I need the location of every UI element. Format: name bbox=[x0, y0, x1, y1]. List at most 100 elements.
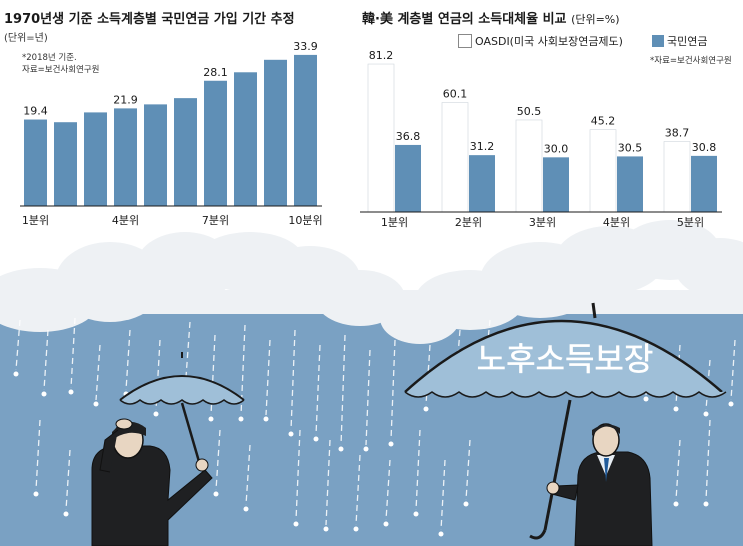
umbrella-icon bbox=[119, 375, 245, 401]
rain-drop bbox=[41, 391, 47, 397]
rain-drop bbox=[703, 411, 709, 417]
rain-streak bbox=[215, 429, 221, 491]
left-chart-unit: (단위=년) bbox=[4, 33, 48, 44]
left-bar bbox=[264, 59, 287, 207]
nps-value-label: 30.8 bbox=[692, 141, 717, 154]
rain-cloud-icon bbox=[0, 220, 743, 344]
legend-oasdi-label: OASDI(미국 사회보장연금제도) bbox=[475, 35, 623, 48]
umbrella-text: 노후소득보장 bbox=[477, 340, 654, 378]
nps-bar bbox=[617, 156, 643, 212]
right-chart-title-text: 韓·美 계층별 연금의 소득대체율 비교 bbox=[362, 12, 567, 27]
oasdi-value-label: 50.5 bbox=[517, 105, 542, 118]
rain-streak bbox=[245, 444, 251, 506]
rain-streak bbox=[365, 349, 371, 446]
legend-nps: 국민연금 bbox=[652, 33, 707, 49]
left-bar-value-label: 19.4 bbox=[23, 105, 48, 118]
legend-oasdi-swatch bbox=[458, 34, 472, 48]
left-bar bbox=[174, 98, 197, 206]
oasdi-bar bbox=[441, 102, 469, 213]
oasdi-value-label: 81.2 bbox=[369, 49, 394, 62]
rain-streak bbox=[185, 321, 191, 378]
rain-streak bbox=[705, 419, 711, 501]
left-bar-value-label: 21.9 bbox=[113, 93, 138, 106]
nps-bar bbox=[469, 155, 495, 212]
rain-streak bbox=[290, 329, 296, 431]
left-bar bbox=[54, 122, 77, 206]
rain-streak bbox=[325, 439, 331, 526]
rain-drop bbox=[338, 446, 344, 452]
rain-drop bbox=[208, 416, 214, 422]
left-chart-tick-label: 1분위 bbox=[21, 214, 50, 227]
rain-drop bbox=[383, 521, 389, 527]
right-chart-tick-label: 5분위 bbox=[676, 216, 705, 229]
rain-streak bbox=[35, 419, 41, 491]
oasdi-bar bbox=[589, 129, 617, 213]
person-right-businessman bbox=[546, 423, 653, 546]
rain-drop bbox=[263, 416, 269, 422]
rain-streak bbox=[265, 339, 271, 416]
left-chart-note-base-year: *2018년 기준. bbox=[22, 53, 77, 63]
right-chart-tick-label: 2분위 bbox=[454, 216, 483, 229]
rain-streak bbox=[390, 339, 396, 441]
left-bar bbox=[144, 104, 167, 206]
left-bar bbox=[84, 112, 107, 206]
big-umbrella: 노후소득보장 bbox=[404, 302, 727, 540]
right-chart-tick-label: 1분위 bbox=[380, 216, 409, 229]
left-chart-tick-label: 7분위 bbox=[201, 214, 230, 227]
left-chart-tick-label: 4분위 bbox=[111, 214, 140, 227]
rain-drop bbox=[293, 521, 299, 527]
rain-drop bbox=[643, 396, 649, 402]
right-chart-note: *자료=보건사회연구원 bbox=[650, 56, 732, 66]
left-bar-chart: 19.4 21.9 28.1 33.9 bbox=[23, 40, 318, 207]
rain-streak bbox=[355, 454, 361, 526]
left-chart-title: 1970년생 기준 소득계층별 국민연금 가입 기간 추정 bbox=[4, 12, 295, 27]
rain-drop bbox=[728, 401, 734, 407]
rain-drop bbox=[153, 411, 159, 417]
left-bar bbox=[234, 72, 257, 207]
rain-drop bbox=[703, 501, 709, 507]
rain-streak bbox=[125, 329, 131, 391]
left-bar-value-label: 28.1 bbox=[203, 66, 228, 79]
right-chart-tick-label: 3분위 bbox=[528, 216, 557, 229]
nps-value-label: 31.2 bbox=[470, 140, 495, 153]
nps-value-label: 30.5 bbox=[618, 141, 643, 154]
left-bar-value-label: 33.9 bbox=[293, 40, 318, 53]
rain-drop bbox=[388, 441, 394, 447]
right-chart-tick-label: 4분위 bbox=[602, 216, 631, 229]
rain-drop bbox=[353, 526, 359, 532]
rain-streak bbox=[95, 344, 101, 401]
rain-streak bbox=[210, 334, 216, 416]
rain-drop bbox=[288, 431, 294, 437]
right-chart-title: 韓·美 계층별 연금의 소득대체율 비교 (단위=%) bbox=[362, 8, 620, 27]
rain-drop bbox=[63, 511, 69, 517]
left-chart-note-source: 자료=보건사회연구원 bbox=[22, 65, 100, 75]
rain-drops bbox=[13, 317, 736, 537]
rain-streak bbox=[70, 317, 76, 389]
left-chart-tick-label: 10분위 bbox=[288, 214, 323, 227]
nps-bar bbox=[691, 155, 717, 212]
rain-drop bbox=[213, 491, 219, 497]
left-bar bbox=[24, 119, 47, 206]
oasdi-bar bbox=[663, 141, 691, 213]
rain-streak bbox=[155, 339, 161, 411]
legend-nps-label: 국민연금 bbox=[667, 35, 708, 48]
rain-drop bbox=[323, 526, 329, 532]
rain-drop bbox=[68, 389, 74, 395]
left-bar bbox=[204, 80, 227, 206]
rain-streak bbox=[315, 344, 321, 436]
rain-streak bbox=[43, 329, 49, 391]
rain-drop bbox=[33, 491, 39, 497]
right-chart-unit: (단위=%) bbox=[571, 13, 620, 26]
left-bar bbox=[294, 54, 317, 206]
rain-streak bbox=[65, 449, 71, 511]
rain-streak bbox=[415, 429, 421, 511]
big-umbrella-canopy bbox=[404, 319, 723, 393]
rain-drop bbox=[438, 531, 444, 537]
nps-bar bbox=[543, 157, 569, 212]
oasdi-value-label: 38.7 bbox=[665, 126, 690, 139]
legend-nps-swatch bbox=[652, 35, 664, 47]
rain-streak bbox=[465, 439, 471, 501]
rain-drop bbox=[313, 436, 319, 442]
rain-streak bbox=[440, 459, 446, 531]
